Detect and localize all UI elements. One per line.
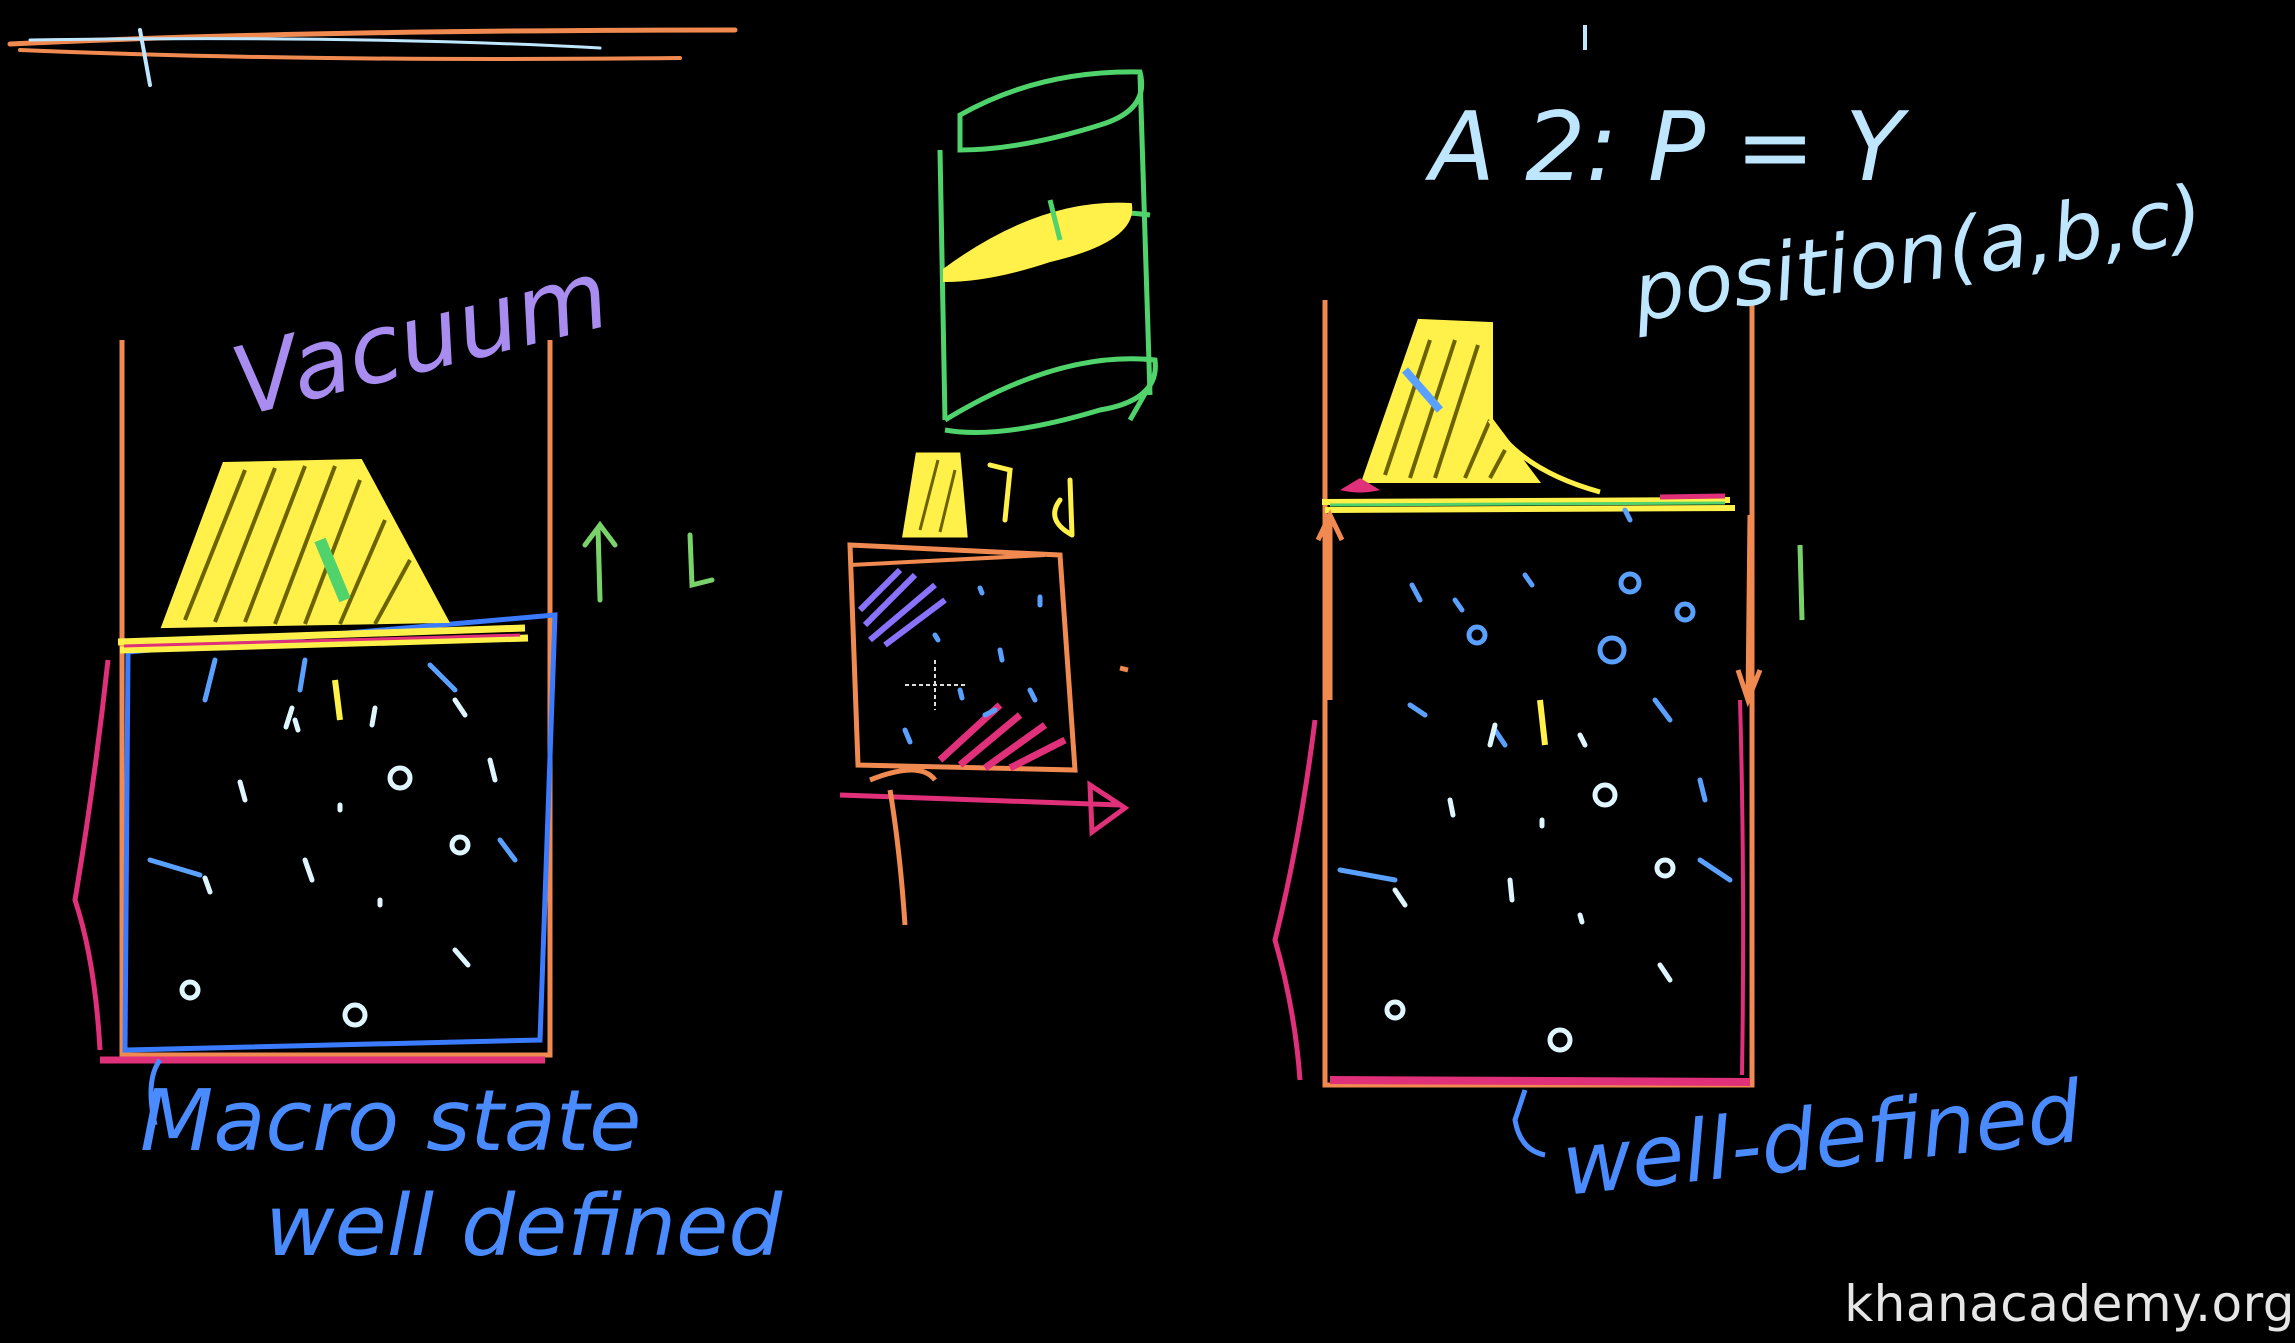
a2-label-line1: A 2: P = Y <box>1424 93 1910 203</box>
left-arrow-hook <box>148 1058 163 1126</box>
left-piston <box>117 624 529 654</box>
right-floor-pressure <box>1329 1076 1751 1086</box>
right-arrow-hook <box>1512 1089 1546 1158</box>
khanacademy-watermark: khanacademy.org <box>1844 1275 2295 1333</box>
right-piston <box>1321 497 1736 513</box>
middle-weight <box>902 452 968 538</box>
right-pointer <box>1797 544 1805 621</box>
vacuum-label: Vacuum <box>222 239 620 438</box>
left-wall-pressure <box>72 659 111 1051</box>
cylinder-slice <box>943 202 1133 283</box>
left-container <box>72 340 558 1064</box>
left-weight <box>160 458 450 629</box>
left-system-boundary <box>122 612 558 1053</box>
a2-label: A 2: P = Y position(a,b,c) <box>1424 25 2208 340</box>
macro-state-label: Macro state <box>140 1072 641 1171</box>
middle-vertical-arrow <box>869 767 937 926</box>
middle-pink-hatch <box>937 702 1067 772</box>
green-cylinder <box>937 69 1158 435</box>
middle-horizontal-arrow <box>839 780 1130 837</box>
middle-container <box>839 69 1158 926</box>
right-wall-pressure <box>1272 719 1318 1081</box>
well-defined-label-left: well defined <box>265 1177 783 1276</box>
displacement-arrows <box>582 520 715 603</box>
right-container <box>1272 300 1763 1088</box>
left-gas-molecules <box>179 697 498 1028</box>
top-scribble <box>7 27 738 87</box>
cursor-crosshair <box>905 660 965 710</box>
right-weight <box>1360 318 1601 495</box>
middle-box <box>847 542 1078 773</box>
middle-gas-molecules <box>902 585 1043 745</box>
middle-purple-hatch <box>857 567 947 648</box>
right-gas-molecules <box>1337 507 1733 883</box>
